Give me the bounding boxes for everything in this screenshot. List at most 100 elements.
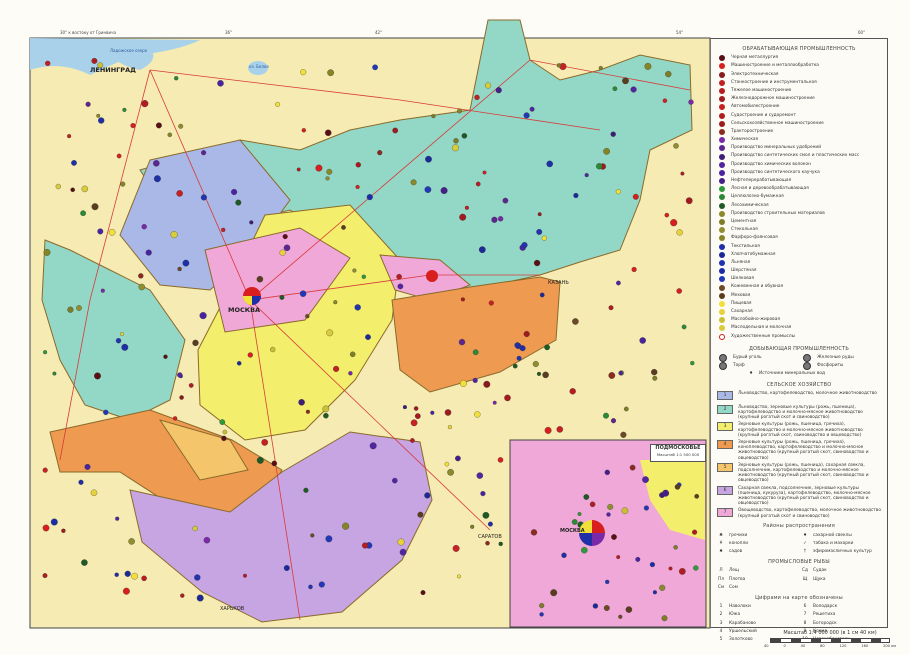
industry-marker xyxy=(52,371,57,376)
legend-item: Меховая xyxy=(717,292,881,300)
inset-title-box: ПОДМОСКОВЬЕ Масштаб 1:1 500 000 xyxy=(650,444,706,462)
industry-marker xyxy=(243,573,247,578)
industry-marker xyxy=(120,181,126,187)
industry-marker xyxy=(348,371,353,376)
industry-marker xyxy=(603,412,609,419)
industry-marker xyxy=(194,574,201,581)
agriculture-item: 3 Зерновые культуры (рожь, пшеница, гречи… xyxy=(717,422,881,438)
region-2-west xyxy=(41,239,186,421)
industry-marker xyxy=(440,187,448,195)
industry-marker xyxy=(497,216,504,222)
legend-item: Станкостроение и инструментальная xyxy=(717,79,881,87)
industry-marker xyxy=(141,100,149,108)
pie-slice-textile xyxy=(579,533,592,546)
number-label: Володарск xyxy=(813,604,838,610)
map-legend: ОБРАБАТЫВАЮЩАЯ ПРОМЫШЛЕННОСТЬ Черная мет… xyxy=(710,38,888,642)
industry-marker xyxy=(556,426,564,433)
industry-marker xyxy=(43,248,51,256)
industry-marker xyxy=(308,584,313,590)
industry-marker xyxy=(392,477,398,484)
mining-icon xyxy=(803,362,811,371)
industry-marker xyxy=(377,150,383,156)
industry-marker xyxy=(201,150,207,156)
crops-item: † эфиромасличных культур xyxy=(801,548,881,556)
industry-marker xyxy=(652,590,657,595)
agriculture-swatch: 1 xyxy=(717,390,733,400)
industry-marker xyxy=(424,186,432,193)
industry-marker xyxy=(372,64,378,71)
industry-marker xyxy=(115,516,120,521)
industry-marker xyxy=(180,593,185,598)
industry-marker xyxy=(318,581,325,588)
industry-marker xyxy=(341,225,346,230)
legend-item: Химическая xyxy=(717,136,881,144)
scale-tick: 200 км xyxy=(883,644,896,648)
crops-symbol-icon: ✓ xyxy=(803,540,807,546)
agriculture-label: Зерновые культуры (рожь, пшеница), сахар… xyxy=(738,462,869,484)
agriculture-item: 7 Овощеводство, картофелеводство, молочно… xyxy=(717,508,881,520)
industry-marker xyxy=(424,492,431,499)
industry-marker xyxy=(119,332,124,336)
industry-marker xyxy=(179,395,184,400)
inset-title: ПОДМОСКОВЬЕ xyxy=(655,445,701,451)
industry-marker xyxy=(664,212,670,218)
industry-marker xyxy=(539,612,544,617)
legend-item: Кожевенная и обувная xyxy=(717,283,881,291)
legend-label: Маслодельная и молочная xyxy=(731,325,792,331)
legend-item: Сахарная xyxy=(717,308,881,316)
industry-marker xyxy=(621,507,629,515)
industry-dot-icon xyxy=(719,63,725,70)
legend-item: Производство минеральных удобрений xyxy=(717,144,881,152)
industry-marker xyxy=(128,538,135,545)
industry-marker xyxy=(42,573,48,579)
industry-dot-icon xyxy=(719,210,725,217)
industry-marker xyxy=(91,203,99,211)
industry-marker xyxy=(536,371,542,376)
industry-marker xyxy=(121,343,129,351)
industry-marker xyxy=(478,246,486,254)
scale-ticks: 40 0 40 80 120 160 200 км xyxy=(764,644,896,648)
industry-marker xyxy=(455,455,461,462)
agriculture-title: СЕЛЬСКОЕ ХОЗЯЙСТВО xyxy=(766,381,832,388)
number-label: Карабаново xyxy=(729,620,756,626)
fish-symbol-icon: Сд xyxy=(802,568,808,574)
legend-item: Фарфоро-фаянсовая xyxy=(717,234,881,242)
agriculture-swatch: 4 xyxy=(717,439,733,449)
mining-icon xyxy=(719,354,727,363)
industry-marker xyxy=(615,189,621,195)
crops-label: гречихи xyxy=(729,532,748,538)
industry-marker xyxy=(630,86,637,93)
legend-label: Меховая xyxy=(731,292,751,298)
legend-label: Судостроение и судоремонт xyxy=(731,112,796,118)
industry-marker xyxy=(690,360,695,366)
industry-marker xyxy=(178,123,184,129)
industry-marker xyxy=(124,570,131,577)
industry-marker xyxy=(474,94,480,101)
industry-marker xyxy=(523,330,530,338)
pie-slice-food xyxy=(579,520,592,533)
industry-marker xyxy=(482,511,490,519)
industry-dot-icon xyxy=(719,333,725,340)
industry-marker xyxy=(67,306,74,313)
industry-marker xyxy=(453,138,459,144)
industry-marker xyxy=(668,566,673,571)
industry-marker xyxy=(631,266,637,273)
industry-markers xyxy=(42,57,695,602)
top-note: 30° к востоку от Гринвича xyxy=(60,30,116,35)
industry-marker xyxy=(472,377,478,383)
mineral-water-item: ♦ Источники минеральных вод xyxy=(717,370,881,378)
industry-marker xyxy=(397,538,405,546)
industry-dot-icon xyxy=(719,161,725,168)
industry-marker xyxy=(532,360,539,368)
fish-item: Сд Судак xyxy=(801,567,881,575)
industry-marker xyxy=(652,375,658,381)
gorky-marker xyxy=(426,270,438,282)
city-label-kazan: КАЗАНЬ xyxy=(548,280,569,286)
industry-marker xyxy=(616,280,621,286)
industry-marker xyxy=(222,429,228,435)
industry-marker xyxy=(444,409,452,416)
industry-marker xyxy=(521,242,528,249)
industry-marker xyxy=(167,132,173,138)
number-key: 7 xyxy=(803,612,807,618)
industry-marker xyxy=(603,147,610,155)
